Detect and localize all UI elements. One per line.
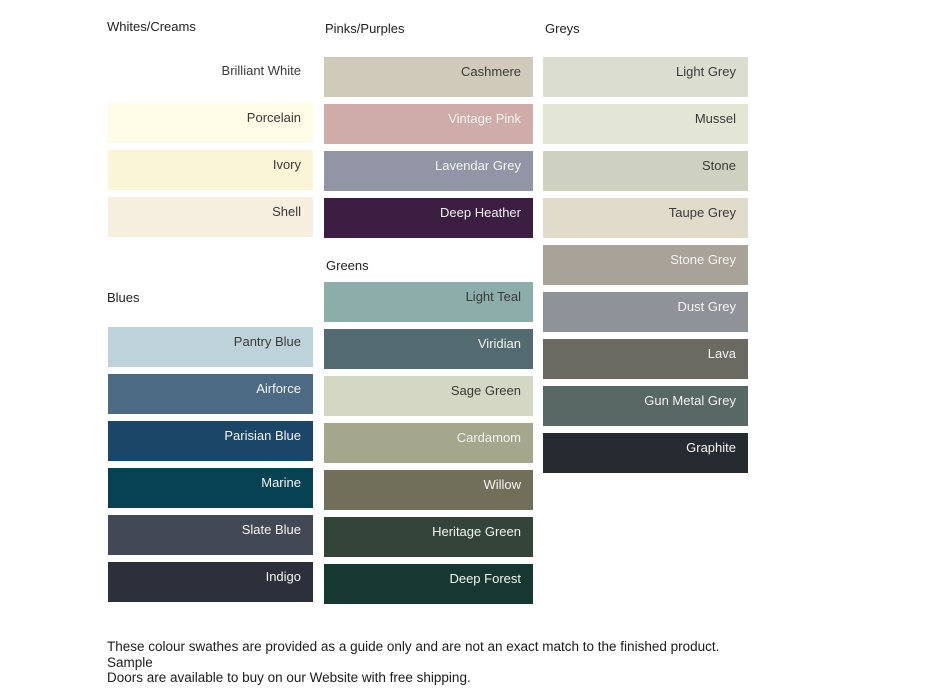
swatch-label: Viridian (477, 336, 521, 351)
swatch-ivory: Ivory (108, 150, 313, 190)
swatch-label: Light Grey (676, 64, 736, 79)
swatch-stack-blues: Pantry Blue Airforce Parisian Blue Marine Sl… (108, 327, 313, 609)
swatch-willow: Willow (324, 470, 533, 510)
swatch-cardamom: Cardamom (324, 423, 533, 463)
swatch-stack-whites-creams: Brilliant White Porcelain Ivory Shell (108, 56, 313, 244)
swatch-airforce: Airforce (108, 374, 313, 414)
swatch-label: Marine (261, 475, 301, 490)
swatch-label: Mussel (694, 111, 736, 126)
swatch-gun-metal-grey: Gun Metal Grey (543, 386, 748, 426)
swatch-indigo: Indigo (108, 562, 313, 602)
swatch-porcelain: Porcelain (108, 103, 313, 143)
swatch-vintage-pink: Vintage Pink (324, 104, 533, 144)
disclaimer-line-2: Doors are available to buy on our Websit… (107, 670, 471, 685)
swatch-lava: Lava (543, 339, 748, 379)
swatch-label: Shell (272, 204, 301, 219)
swatch-label: Vintage Pink (448, 111, 521, 126)
swatch-label: Cashmere (461, 64, 521, 79)
disclaimer-text: These colour swathes are provided as a g… (107, 639, 767, 686)
swatch-sage-green: Sage Green (324, 376, 533, 416)
swatch-marine: Marine (108, 468, 313, 508)
swatch-label: Light Teal (465, 289, 521, 304)
section-title-greens: Greens (326, 258, 369, 273)
swatch-deep-heather: Deep Heather (324, 198, 533, 238)
swatch-label: Lava (707, 346, 736, 361)
swatch-label: Stone Grey (670, 252, 736, 267)
swatch-slate-blue: Slate Blue (108, 515, 313, 555)
swatch-stack-greens: Light Teal Viridian Sage Green Cardamom Will… (324, 282, 533, 611)
swatch-heritage-green: Heritage Green (324, 517, 533, 557)
swatch-stack-pinks-purples: Cashmere Vintage Pink Lavendar Grey Deep He… (324, 57, 533, 245)
section-title-whites-creams: Whites/Creams (107, 19, 196, 34)
swatch-label: Graphite (686, 440, 736, 455)
swatch-label: Pantry Blue (233, 334, 301, 349)
swatch-shell: Shell (108, 197, 313, 237)
swatch-cashmere: Cashmere (324, 57, 533, 97)
swatch-dust-grey: Dust Grey (543, 292, 748, 332)
swatch-label: Taupe Grey (668, 205, 736, 220)
swatch-deep-forest: Deep Forest (324, 564, 533, 604)
swatch-label: Parisian Blue (224, 428, 301, 443)
swatch-label: Brilliant White (221, 63, 301, 78)
swatch-stone-grey: Stone Grey (543, 245, 748, 285)
swatch-label: Deep Heather (440, 205, 521, 220)
swatch-label: Heritage Green (432, 524, 521, 539)
swatch-parisian-blue: Parisian Blue (108, 421, 313, 461)
swatch-taupe-grey: Taupe Grey (543, 198, 748, 238)
section-title-pinks-purples: Pinks/Purples (325, 21, 405, 36)
swatch-label: Ivory (272, 157, 301, 172)
swatch-label: Airforce (256, 381, 301, 396)
swatch-label: Willow (483, 477, 521, 492)
swatch-label: Stone (702, 158, 736, 173)
swatch-label: Indigo (265, 569, 301, 584)
swatch-light-grey: Light Grey (543, 57, 748, 97)
disclaimer-line-1: These colour swathes are provided as a g… (107, 639, 727, 670)
swatch-label: Sage Green (450, 383, 521, 398)
swatch-brilliant-white: Brilliant White (108, 56, 313, 96)
section-title-greys: Greys (545, 21, 580, 36)
swatch-label: Cardamom (456, 430, 521, 445)
swatch-mussel: Mussel (543, 104, 748, 144)
swatch-stone: Stone (543, 151, 748, 191)
section-title-blues: Blues (107, 290, 140, 305)
swatch-light-teal: Light Teal (324, 282, 533, 322)
swatch-label: Gun Metal Grey (644, 393, 736, 408)
swatch-lavendar-grey: Lavendar Grey (324, 151, 533, 191)
swatch-stack-greys: Light Grey Mussel Stone Taupe Grey Stone Gre… (543, 57, 748, 480)
swatch-label: Deep Forest (449, 571, 521, 586)
swatch-label: Slate Blue (241, 522, 301, 537)
swatch-graphite: Graphite (543, 433, 748, 473)
swatch-viridian: Viridian (324, 329, 533, 369)
swatch-label: Lavendar Grey (435, 158, 521, 173)
swatch-label: Porcelain (246, 110, 301, 125)
swatch-label: Dust Grey (677, 299, 736, 314)
swatch-pantry-blue: Pantry Blue (108, 327, 313, 367)
